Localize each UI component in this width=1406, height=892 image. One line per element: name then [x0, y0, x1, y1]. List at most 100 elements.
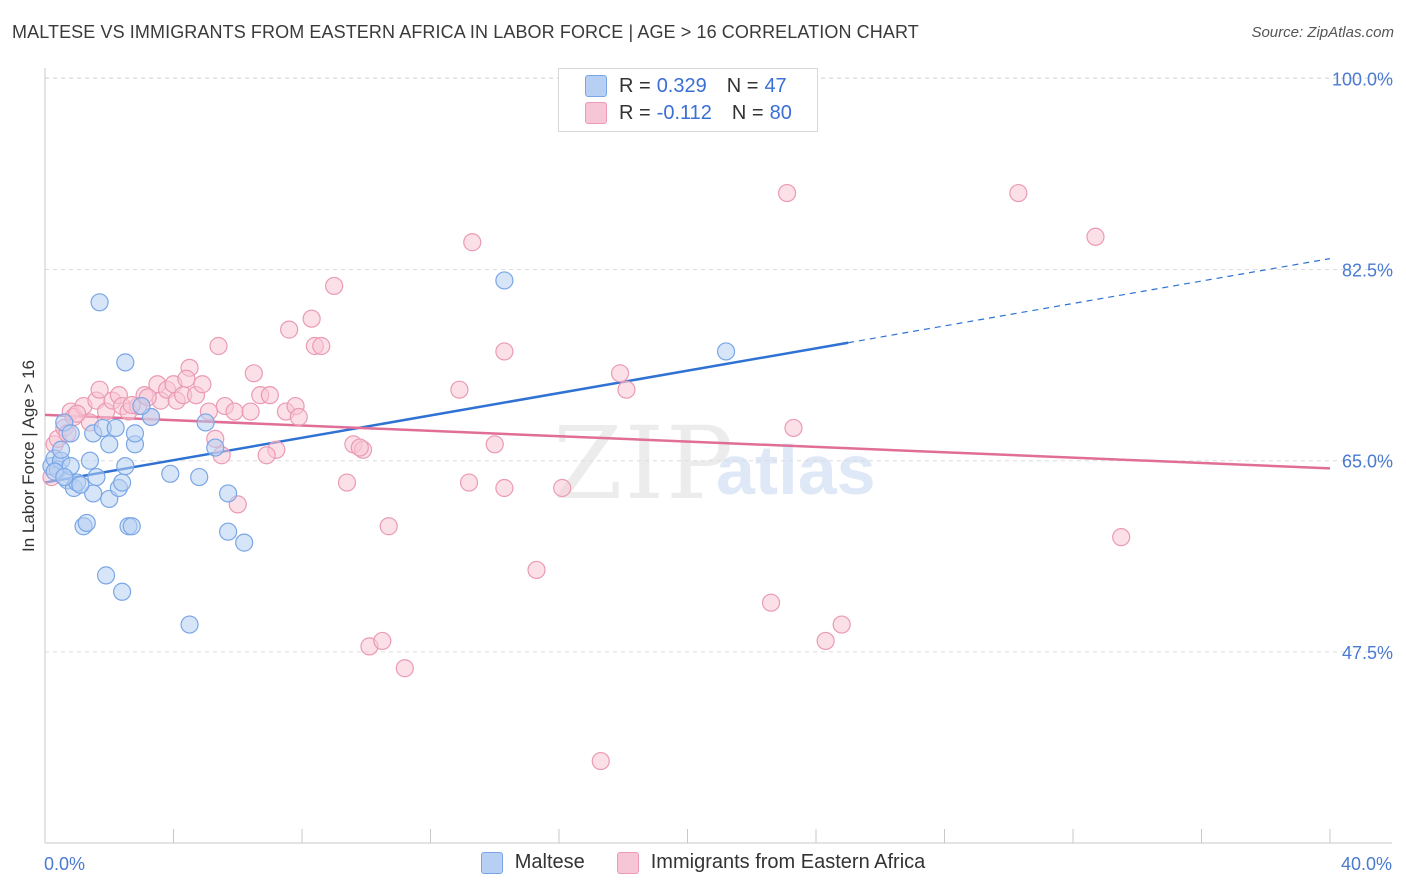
y-tick-label: 65.0% — [1342, 452, 1393, 472]
eastern-africa-point — [193, 375, 212, 394]
bottom-legend-item-eastern-africa: Immigrants from Eastern Africa — [616, 851, 926, 874]
maltese-point — [196, 413, 215, 432]
bottom-legend-swatch-eastern-africa — [616, 851, 639, 874]
eastern-africa-point — [395, 659, 414, 678]
eastern-africa-point — [527, 560, 546, 580]
eastern-africa-point — [495, 478, 514, 498]
eastern-africa-point — [617, 380, 636, 399]
eastern-africa-trend-line — [44, 413, 1331, 470]
maltese-point — [90, 293, 109, 312]
legend-r-value-eastern-africa: -0.112 — [656, 101, 712, 124]
maltese-point — [77, 513, 96, 533]
eastern-africa-point — [1086, 227, 1105, 246]
stats-legend: R = 0.329 N = 47 R = -0.112 N = 80 — [558, 68, 818, 132]
maltese-trend-line — [44, 341, 849, 484]
eastern-africa-point — [459, 473, 479, 492]
eastern-africa-point — [244, 364, 263, 383]
eastern-africa-point — [816, 631, 835, 651]
eastern-africa-point — [312, 336, 331, 356]
legend-row-maltese: R = 0.329 N = 47 — [585, 73, 787, 99]
eastern-africa-point — [90, 380, 109, 399]
y-tick-label: 100.0% — [1332, 69, 1393, 89]
eastern-africa-point — [761, 593, 781, 612]
bottom-legend-label-eastern-africa: Immigrants from Eastern Africa — [650, 851, 926, 873]
scatter-points — [42, 183, 1131, 771]
eastern-africa-point — [325, 276, 344, 296]
legend-r-label: R = — [619, 74, 651, 97]
eastern-africa-point — [784, 418, 803, 438]
y-tick-label: 47.5% — [1342, 643, 1393, 663]
eastern-africa-point — [302, 309, 321, 328]
eastern-africa-point — [1009, 183, 1028, 203]
eastern-africa-point — [177, 369, 196, 388]
source-label: Source: ZipAtlas.com — [1251, 24, 1394, 41]
watermark-zip: ZIP — [553, 405, 736, 522]
maltese-point — [206, 438, 225, 457]
maltese-trend-extension — [848, 258, 1331, 344]
legend-swatch-maltese — [585, 75, 607, 97]
x-tick-label-min: 0.0% — [44, 854, 85, 874]
maltese-point — [125, 424, 145, 443]
maltese-point — [80, 451, 100, 470]
maltese-point — [219, 484, 238, 503]
eastern-africa-point — [485, 435, 504, 454]
maltese-point — [219, 522, 238, 541]
eastern-africa-point — [225, 402, 244, 421]
maltese-point — [87, 467, 106, 487]
maltese-point — [112, 582, 132, 601]
maltese-point — [100, 435, 119, 454]
eastern-africa-point — [289, 407, 308, 427]
maltese-point — [116, 353, 135, 372]
bottom-legend-swatch-maltese — [480, 851, 503, 874]
legend-n-label: N = — [731, 101, 764, 124]
legend-n-value-eastern-africa: 80 — [769, 101, 792, 124]
x-tick-label-max: 40.0% — [1341, 854, 1392, 874]
y-axis-label: In Labor Force | Age > 16 — [19, 360, 38, 552]
maltese-point — [235, 533, 254, 552]
maltese-point — [716, 342, 736, 361]
bottom-legend: Maltese Immigrants from Eastern Africa — [0, 851, 1406, 874]
eastern-africa-point — [495, 342, 514, 361]
maltese-point — [161, 464, 180, 483]
maltese-point — [122, 517, 141, 536]
maltese-point — [51, 440, 71, 459]
eastern-africa-point — [337, 473, 357, 492]
legend-row-eastern-africa: R = -0.112 N = 80 — [585, 100, 792, 126]
eastern-africa-point — [450, 380, 469, 399]
maltese-point — [112, 473, 132, 492]
legend-n-value-maltese: 47 — [764, 74, 787, 97]
legend-r-label: R = — [619, 101, 651, 124]
eastern-africa-point — [777, 183, 797, 203]
maltese-point — [61, 424, 80, 443]
maltese-point — [180, 615, 199, 634]
maltese-point — [190, 467, 209, 487]
eastern-africa-point — [463, 233, 482, 252]
legend-r-value-maltese: 0.329 — [656, 74, 707, 97]
maltese-point — [116, 457, 135, 476]
maltese-point — [106, 418, 125, 438]
bottom-legend-label-maltese: Maltese — [514, 851, 585, 873]
y-tick-label: 82.5% — [1342, 261, 1393, 281]
eastern-africa-point — [832, 615, 851, 634]
eastern-africa-point — [610, 364, 630, 383]
eastern-africa-point — [350, 438, 369, 457]
bottom-legend-item-maltese: Maltese — [480, 851, 585, 874]
eastern-africa-point — [280, 320, 299, 339]
eastern-africa-point — [379, 517, 398, 536]
maltese-point — [495, 271, 514, 290]
eastern-africa-point — [260, 386, 279, 405]
eastern-africa-point — [591, 751, 610, 771]
eastern-africa-point — [68, 404, 87, 423]
eastern-africa-point — [241, 402, 260, 421]
chart-title: MALTESE VS IMMIGRANTS FROM EASTERN AFRIC… — [12, 22, 919, 42]
legend-n-label: N = — [726, 74, 759, 97]
maltese-point — [96, 566, 116, 585]
legend-swatch-eastern-africa — [585, 102, 607, 124]
eastern-africa-point — [257, 446, 276, 465]
maltese-point — [132, 396, 151, 416]
maltese-point — [55, 467, 74, 487]
eastern-africa-point — [209, 336, 228, 356]
eastern-africa-point — [553, 478, 572, 498]
maltese-point — [71, 475, 90, 494]
